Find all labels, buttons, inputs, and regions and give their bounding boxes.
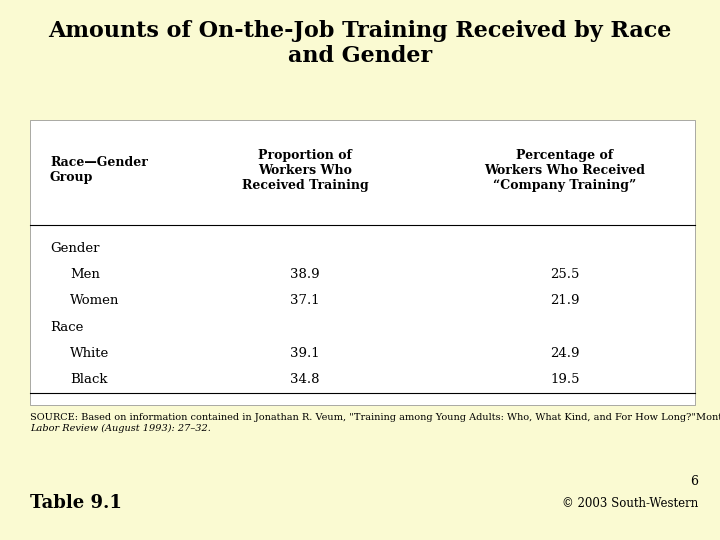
Text: 24.9: 24.9 bbox=[550, 347, 580, 360]
Text: Amounts of On-the-Job Training Received by Race
and Gender: Amounts of On-the-Job Training Received … bbox=[48, 20, 672, 68]
Text: 38.9: 38.9 bbox=[290, 268, 320, 281]
Text: Proportion of
Workers Who
Received Training: Proportion of Workers Who Received Train… bbox=[242, 148, 369, 192]
Text: 19.5: 19.5 bbox=[550, 373, 580, 386]
Text: SOURCE: Based on information contained in Jonathan R. Veum, "Training among Youn: SOURCE: Based on information contained i… bbox=[30, 413, 720, 422]
Text: © 2003 South-Western: © 2003 South-Western bbox=[562, 497, 698, 510]
Text: Table 9.1: Table 9.1 bbox=[30, 494, 122, 512]
Text: 39.1: 39.1 bbox=[290, 347, 320, 360]
Text: 21.9: 21.9 bbox=[550, 294, 580, 307]
Text: Race: Race bbox=[50, 321, 84, 334]
Text: Gender: Gender bbox=[50, 242, 99, 255]
Text: Women: Women bbox=[70, 294, 120, 307]
Text: Black: Black bbox=[70, 373, 107, 386]
Text: 37.1: 37.1 bbox=[290, 294, 320, 307]
Text: Men: Men bbox=[70, 268, 100, 281]
Text: 34.8: 34.8 bbox=[290, 373, 320, 386]
Bar bbox=[30, 120, 695, 405]
Text: White: White bbox=[70, 347, 109, 360]
Text: 25.5: 25.5 bbox=[550, 268, 580, 281]
Text: Labor Review (August 1993): 27–32.: Labor Review (August 1993): 27–32. bbox=[30, 424, 211, 433]
Text: Percentage of
Workers Who Received
“Company Training”: Percentage of Workers Who Received “Comp… bbox=[485, 148, 646, 192]
Text: 6: 6 bbox=[690, 475, 698, 488]
Text: Race—Gender
Group: Race—Gender Group bbox=[50, 156, 148, 184]
